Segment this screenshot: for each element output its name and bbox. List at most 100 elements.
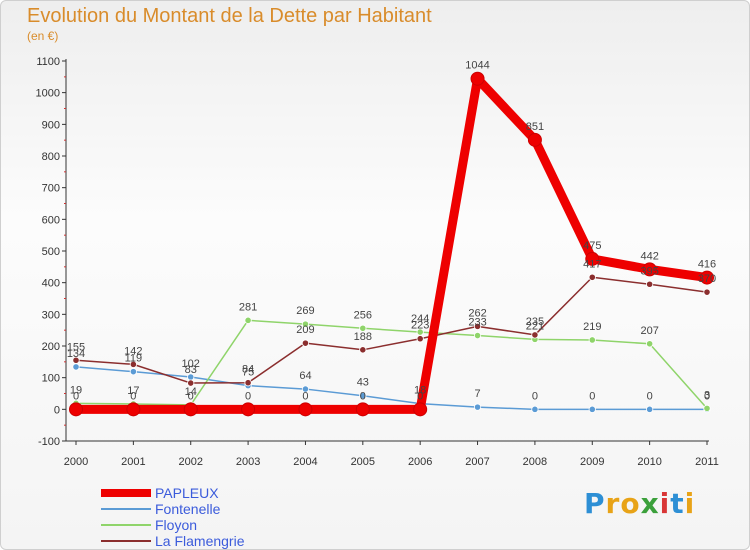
data-point — [416, 335, 424, 343]
data-label: 219 — [583, 321, 601, 333]
data-label: 3 — [704, 389, 710, 401]
data-label: 64 — [299, 370, 311, 382]
data-label: 84 — [242, 364, 254, 376]
legend-item: PAPLEUX — [101, 485, 301, 501]
data-label: 19 — [70, 384, 82, 396]
data-point — [301, 385, 310, 393]
legend-label: Fontenelle — [155, 501, 221, 517]
series-line-fontenelle — [75, 366, 708, 411]
data-point — [473, 331, 482, 340]
data-label: 14 — [185, 386, 197, 398]
data-point — [301, 320, 310, 328]
y-tick-label: 0 — [54, 404, 60, 416]
data-point — [473, 403, 482, 411]
y-tick-label: 600 — [42, 214, 60, 226]
data-point — [126, 402, 141, 417]
data-label: 155 — [67, 341, 85, 353]
data-label: 0 — [302, 390, 308, 402]
data-point — [359, 346, 367, 354]
legend-swatch — [101, 540, 151, 542]
data-label: 43 — [357, 377, 369, 389]
data-point — [588, 405, 596, 413]
data-label: 221 — [526, 320, 544, 332]
data-label: 442 — [640, 250, 658, 262]
x-tick-label: 2008 — [523, 456, 547, 468]
data-point — [703, 404, 711, 412]
y-tick-label: 200 — [42, 341, 60, 353]
data-label: 75 — [242, 367, 254, 379]
data-label: 851 — [526, 121, 544, 133]
data-label: 256 — [354, 309, 372, 321]
data-point — [588, 336, 596, 344]
chart-title: Evolution du Montant de la Dette par Hab… — [27, 5, 432, 27]
data-label: 83 — [185, 364, 197, 376]
data-label: 233 — [468, 317, 486, 329]
x-tick-label: 2009 — [580, 456, 604, 468]
x-tick-label: 2006 — [408, 456, 432, 468]
data-label: 475 — [583, 240, 601, 252]
y-tick-label: 300 — [42, 309, 60, 321]
data-point — [646, 340, 654, 348]
data-label: 209 — [296, 324, 314, 336]
data-label: 269 — [296, 305, 314, 317]
data-label: 244 — [411, 313, 429, 325]
data-label: 281 — [239, 301, 257, 313]
data-point — [129, 360, 137, 368]
data-label: 395 — [640, 265, 658, 277]
data-point — [646, 280, 654, 288]
data-point — [359, 392, 367, 400]
y-tick-label: 800 — [42, 151, 60, 163]
x-tick-label: 2011 — [695, 456, 719, 468]
data-point — [244, 316, 252, 324]
data-point — [69, 402, 83, 417]
data-label: 142 — [124, 345, 142, 357]
data-label: 119 — [125, 353, 143, 365]
legend-swatch — [101, 508, 151, 510]
data-label: 207 — [640, 325, 658, 337]
data-label: 18 — [414, 385, 426, 397]
data-label: 370 — [698, 273, 716, 285]
data-point — [301, 339, 310, 347]
data-label: 17 — [127, 385, 139, 397]
y-tick-label: 1100 — [36, 56, 60, 68]
y-tick-label: 900 — [42, 119, 60, 131]
series-line-la-flamengrie — [75, 276, 708, 384]
data-label: 0 — [130, 390, 136, 402]
data-point — [187, 379, 195, 387]
data-point — [473, 322, 482, 330]
data-label: 0 — [417, 390, 423, 402]
y-tick-label: -100 — [38, 436, 60, 448]
data-label: 0 — [73, 390, 79, 402]
data-label: 235 — [526, 316, 544, 328]
data-point — [129, 368, 137, 376]
proxiti-logo: Proxiti — [584, 487, 696, 520]
data-label: 0 — [532, 390, 538, 402]
x-tick-label: 2007 — [465, 456, 489, 468]
x-tick-label: 2005 — [351, 456, 375, 468]
x-tick-label: 2000 — [64, 456, 88, 468]
chart-subtitle: (en €) — [27, 29, 59, 43]
data-label: 7 — [474, 388, 480, 400]
x-tick-label: 2004 — [293, 456, 317, 468]
y-tick-label: 700 — [42, 183, 60, 195]
legend-swatch — [101, 524, 151, 526]
data-point — [72, 356, 80, 364]
data-label: 0 — [589, 390, 595, 402]
data-label: 223 — [411, 320, 429, 332]
data-label: 416 — [698, 259, 716, 271]
legend-item: Floyon — [101, 517, 301, 533]
legend: PAPLEUX Fontenelle Floyon La Flamengrie — [101, 485, 301, 549]
legend-swatch — [101, 489, 151, 497]
data-point — [244, 379, 252, 387]
legend-item: Fontenelle — [101, 501, 301, 517]
legend-label: La Flamengrie — [155, 533, 245, 549]
data-label: 0 — [704, 390, 710, 402]
y-tick-label: 500 — [42, 246, 60, 258]
data-point — [355, 402, 370, 417]
data-point — [531, 405, 539, 413]
data-label: 102 — [182, 358, 200, 370]
data-label: 0 — [245, 390, 251, 402]
data-point — [642, 262, 657, 277]
